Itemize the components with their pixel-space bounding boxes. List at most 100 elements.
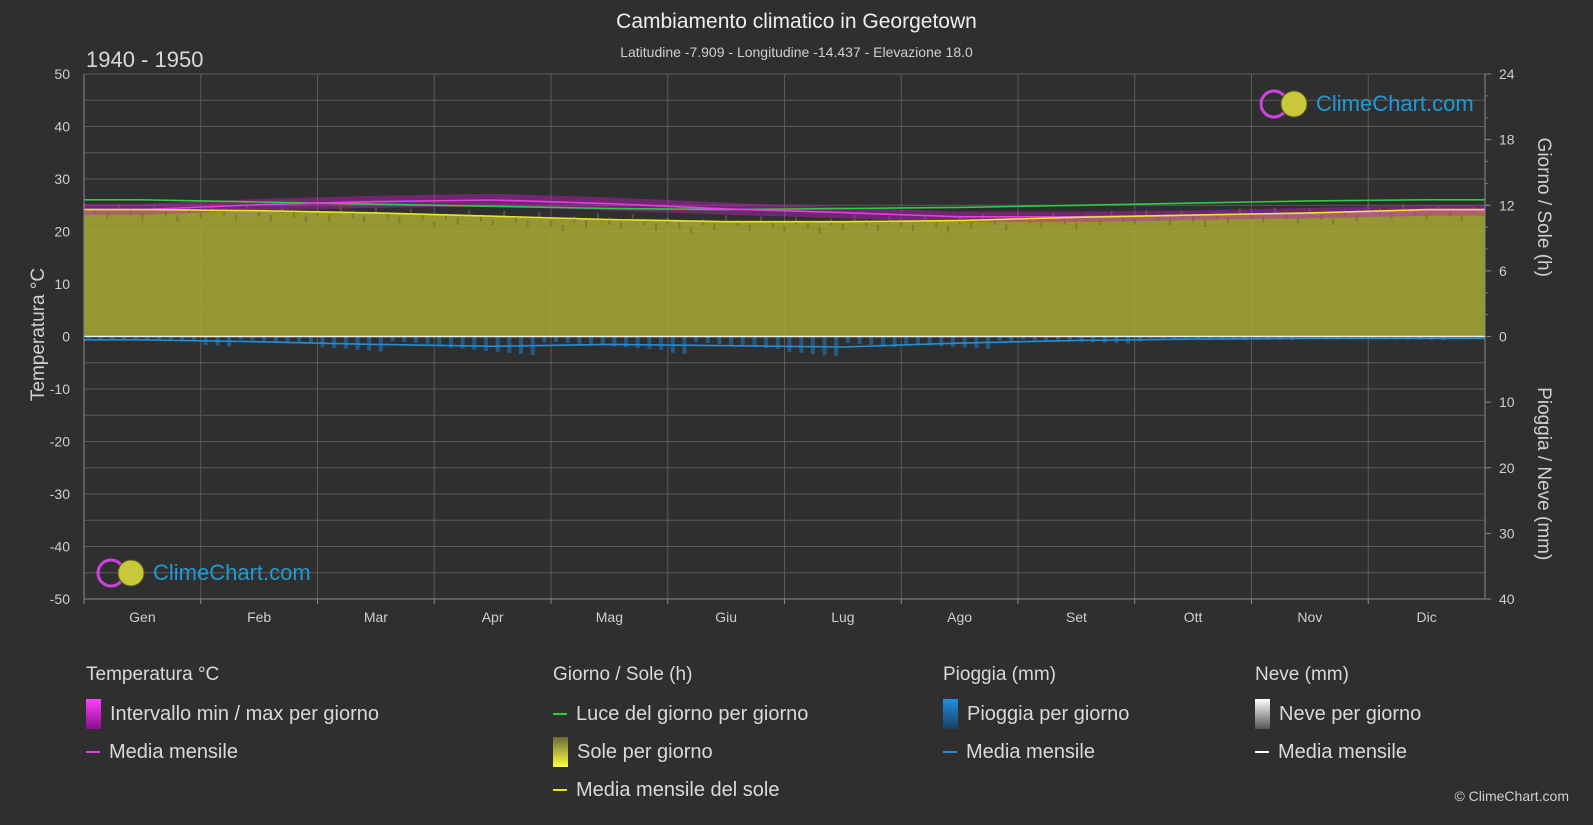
legend-temperature: Temperatura °C Intervallo min / max per …	[86, 664, 379, 778]
rain-day-bar	[600, 336, 605, 346]
rain-day-bar	[297, 336, 302, 343]
sunshine-area	[84, 209, 1485, 337]
rain-day-bar	[145, 336, 150, 341]
rain-day-bar	[1359, 336, 1364, 339]
legend-item-sun-mean: Media mensile del sole	[553, 778, 808, 802]
rain-day-bar	[1172, 336, 1177, 339]
legend-label: Luce del giorno per giorno	[576, 702, 809, 725]
rain-day-bar	[1149, 336, 1154, 339]
rain-day-bar	[250, 336, 255, 341]
month-tick-label: Feb	[247, 609, 271, 625]
legend-rain: Pioggia (mm) Pioggia per giorno Media me…	[943, 664, 1129, 778]
month-tick-label: Mag	[596, 609, 623, 625]
right-top-tick-label: 6	[1499, 263, 1507, 279]
logo-bottom[interactable]: ClimeChart.com	[95, 557, 311, 589]
rain-day-bar	[1161, 336, 1166, 339]
rain-day-bar	[1009, 336, 1014, 342]
right-bottom-axis-title: Pioggia / Neve (mm)	[1533, 387, 1554, 560]
rain-day-bar	[915, 336, 920, 345]
month-tick-label: Ott	[1184, 609, 1203, 625]
rain-day-bar	[857, 336, 862, 344]
rain-day-bar	[308, 336, 313, 344]
legend-item-temp-range: Intervallo min / max per giorno	[86, 699, 379, 729]
right-top-tick-label: 0	[1499, 329, 1507, 345]
rain-day-bar	[647, 336, 652, 349]
rain-day-bar	[460, 336, 465, 349]
rain-day-bar	[390, 336, 395, 342]
rain-day-bar	[262, 336, 267, 341]
rain-day-bar	[635, 336, 640, 349]
rain-day-bar	[180, 336, 185, 342]
rain-day-bar	[624, 336, 629, 348]
rain-day-bar	[775, 336, 780, 349]
rain-day-bar	[285, 336, 290, 342]
legend-label: Media mensile del sole	[576, 778, 780, 801]
right-top-tick-label: 18	[1499, 132, 1515, 148]
left-tick-label: 20	[54, 224, 70, 240]
rain-day-bar	[133, 336, 138, 340]
plot-area	[83, 193, 1485, 357]
left-tick-label: 40	[54, 119, 70, 135]
rain-day-bar	[705, 336, 710, 344]
left-tick-label: 50	[54, 66, 70, 82]
copyright: © ClimeChart.com	[1454, 788, 1569, 804]
axes: 50 40 30 20 10 0 -10 -20 -30 -40 -50 24 18 12 6 0 10 20 30…	[28, 66, 1554, 625]
rain-day-bar	[542, 336, 547, 343]
rain-day-bar	[764, 336, 769, 348]
right-top-axis-title: Giorno / Sole (h)	[1533, 138, 1554, 277]
swatch-snow-daily	[1255, 699, 1270, 729]
rain-day-bar	[1184, 336, 1189, 339]
rain-day-bar	[343, 336, 348, 349]
rain-day-bar	[810, 336, 815, 355]
rain-day-bar	[157, 336, 162, 341]
rain-day-bar	[472, 336, 477, 350]
rain-day-bar	[904, 336, 909, 344]
legend-label: Sole per giorno	[577, 740, 713, 763]
chart-title: Cambiamento climatico in Georgetown	[616, 10, 977, 33]
rain-day-bar	[425, 336, 430, 344]
left-tick-label: -50	[50, 591, 70, 607]
rain-day-bar	[332, 336, 337, 349]
swatch-snow-mean	[1255, 751, 1269, 753]
rain-day-bar	[1336, 336, 1341, 339]
swatch-daylight	[553, 713, 567, 715]
logo-text: ClimeChart.com	[1316, 91, 1474, 116]
swatch-sun-mean	[553, 789, 567, 791]
rain-day-bar	[355, 336, 360, 350]
rain-day-bar	[740, 336, 745, 346]
rain-day-bar	[1219, 336, 1224, 340]
month-tick-label: Lug	[831, 609, 854, 625]
rain-day-bar	[1056, 336, 1061, 341]
rain-day-bar	[483, 336, 488, 351]
right-bottom-tick-label: 10	[1499, 394, 1515, 410]
legend-label: Media mensile	[109, 740, 238, 763]
rain-day-bar	[1196, 336, 1201, 340]
rain-day-bar	[962, 336, 967, 348]
swatch-sunshine	[553, 737, 568, 767]
left-tick-label: -40	[50, 539, 70, 555]
right-bottom-tick-label: 20	[1499, 460, 1515, 476]
legend-label: Media mensile	[1278, 740, 1407, 763]
daylight-line	[84, 199, 1485, 211]
legend-item-temp-mean: Media mensile	[86, 740, 379, 764]
rain-day-bar	[997, 336, 1002, 341]
left-tick-label: 0	[62, 329, 70, 345]
month-tick-label: Gen	[129, 609, 155, 625]
month-tick-label: Apr	[482, 609, 504, 625]
legend-item-snow-daily: Neve per giorno	[1255, 699, 1421, 729]
rain-day-bar	[717, 336, 722, 344]
left-tick-label: -30	[50, 486, 70, 502]
left-axis-title: Temperatura °C	[28, 268, 49, 401]
rain-day-bar	[437, 336, 442, 347]
logo-text: ClimeChart.com	[153, 560, 311, 585]
logo-top[interactable]: ClimeChart.com	[1258, 88, 1474, 120]
legend-item-rain-daily: Pioggia per giorno	[943, 699, 1129, 729]
legend-item-daylight: Luce del giorno per giorno	[553, 702, 808, 726]
month-tick-label: Set	[1066, 609, 1087, 625]
sun-mean-line	[84, 208, 1485, 223]
rain-mean-line	[84, 337, 1485, 348]
rain-day-bar	[880, 336, 885, 347]
rain-day-bar	[589, 336, 594, 345]
chart-subtitle: Latitudine -7.909 - Longitudine -14.437 …	[620, 44, 973, 60]
